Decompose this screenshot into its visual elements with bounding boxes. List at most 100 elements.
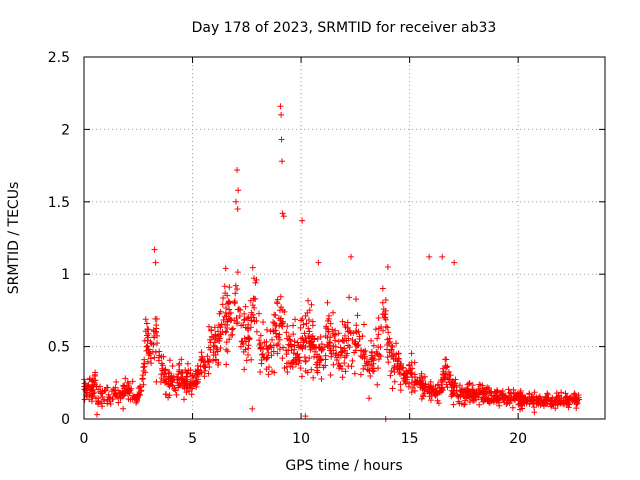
data-point — [306, 355, 313, 362]
data-point — [367, 372, 374, 379]
data-point — [242, 324, 249, 331]
data-point — [270, 348, 277, 355]
data-point — [95, 401, 102, 408]
data-point — [514, 390, 521, 397]
data-point — [302, 413, 309, 420]
data-point — [421, 385, 428, 392]
data-point — [145, 346, 152, 353]
data-point — [285, 333, 292, 340]
data-point — [140, 381, 147, 388]
data-point — [524, 397, 531, 404]
data-point — [491, 398, 498, 405]
data-point — [255, 310, 262, 317]
data-point — [402, 380, 409, 387]
data-point — [302, 368, 309, 375]
data-point — [535, 399, 542, 406]
data-point — [279, 210, 286, 217]
data-point — [210, 342, 217, 349]
data-point — [178, 370, 185, 377]
data-point — [366, 395, 373, 402]
data-point — [508, 390, 515, 397]
data-point — [220, 294, 227, 301]
data-point — [435, 381, 442, 388]
data-point — [357, 371, 364, 378]
data-point — [490, 393, 497, 400]
data-point — [257, 369, 264, 376]
data-point — [241, 366, 248, 373]
data-point — [230, 325, 237, 332]
data-point — [306, 307, 313, 314]
data-point — [506, 389, 513, 396]
data-point — [173, 391, 180, 398]
data-point — [375, 331, 382, 338]
data-point — [310, 374, 317, 381]
data-point — [238, 338, 245, 345]
data-point — [110, 386, 117, 393]
data-point — [374, 335, 381, 342]
data-point — [269, 368, 276, 375]
data-point — [274, 350, 281, 357]
data-point — [219, 301, 226, 308]
data-point — [471, 397, 478, 404]
data-point — [315, 259, 322, 266]
data-point — [145, 334, 152, 341]
data-point — [313, 344, 320, 351]
data-point — [256, 337, 263, 344]
data-point — [90, 383, 97, 390]
data-point — [353, 296, 360, 303]
data-point — [158, 375, 165, 382]
data-point — [375, 344, 382, 351]
data-point — [373, 348, 380, 355]
data-point — [479, 390, 486, 397]
data-point — [268, 352, 275, 359]
y-tick-label: 0.5 — [48, 340, 70, 356]
data-point — [379, 299, 386, 306]
y-tick-label: 2 — [61, 122, 70, 138]
data-point — [94, 411, 101, 418]
data-point — [212, 351, 219, 358]
data-point — [513, 394, 520, 401]
data-point — [308, 344, 315, 351]
data-point — [257, 332, 264, 339]
data-point — [306, 328, 313, 335]
data-point — [205, 344, 212, 351]
data-point — [208, 327, 215, 334]
data-point — [309, 332, 316, 339]
data-point — [204, 353, 211, 360]
data-point — [184, 369, 191, 376]
data-point — [299, 315, 306, 322]
data-point — [411, 373, 418, 380]
data-point — [223, 361, 230, 368]
data-point — [314, 335, 321, 342]
data-point — [442, 371, 449, 378]
data-point — [144, 358, 151, 365]
data-point — [267, 328, 274, 335]
data-point — [175, 382, 182, 389]
data-point — [242, 303, 249, 310]
data-point — [439, 365, 446, 372]
data-point — [280, 213, 287, 220]
data-point — [166, 357, 173, 364]
data-point — [339, 337, 346, 344]
plot-frame — [83, 56, 606, 420]
data-point — [122, 375, 129, 382]
data-point — [385, 359, 392, 366]
data-point — [166, 369, 173, 376]
data-point — [221, 313, 228, 320]
data-point — [244, 315, 251, 322]
data-point — [355, 328, 362, 335]
data-point — [442, 356, 449, 363]
data-point — [472, 392, 479, 399]
data-point — [245, 345, 252, 352]
data-point — [167, 381, 174, 388]
data-point — [334, 354, 341, 361]
data-point — [360, 365, 367, 372]
data-point — [249, 302, 256, 309]
data-point — [405, 383, 412, 390]
data-point — [169, 363, 176, 370]
data-point — [558, 399, 565, 406]
data-point — [234, 166, 241, 173]
y-tick-labels: 0 0.5 1 1.5 2 2.5 — [48, 50, 70, 428]
data-point — [145, 330, 152, 337]
data-point — [107, 400, 114, 407]
